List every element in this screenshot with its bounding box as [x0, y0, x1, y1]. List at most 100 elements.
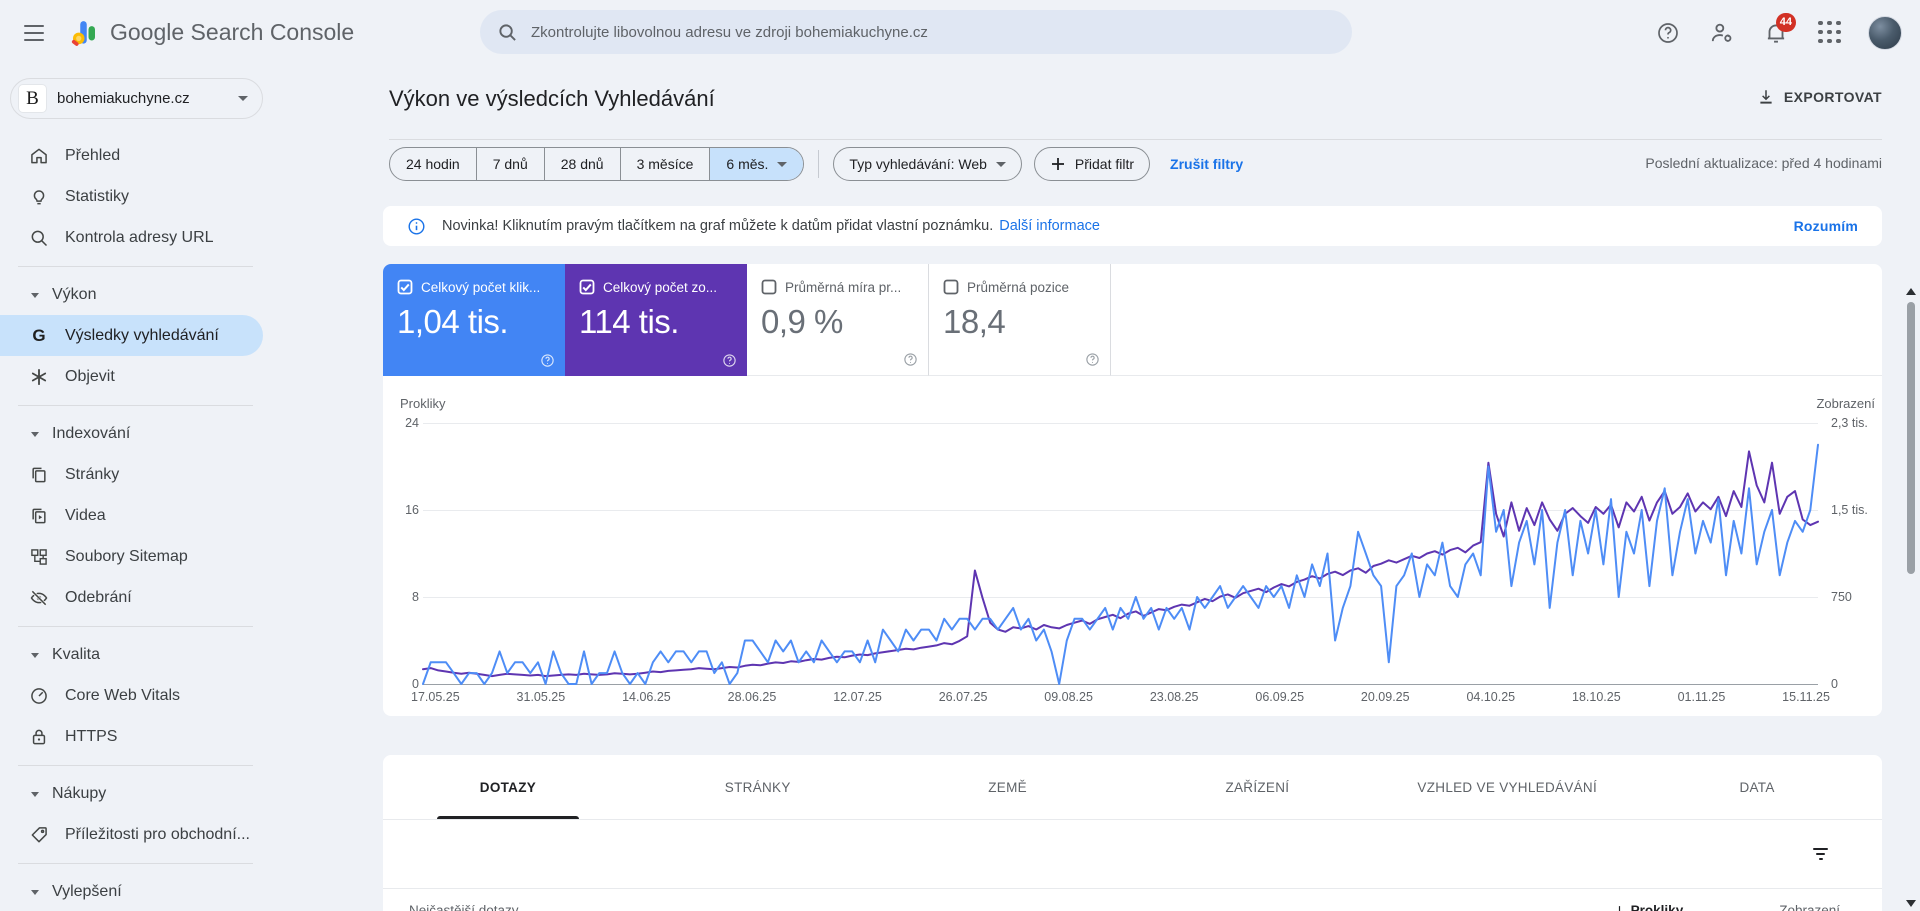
- app-logo[interactable]: Google Search Console: [70, 18, 354, 48]
- sidebar-item-sitemaps[interactable]: Soubory Sitemap: [0, 536, 273, 577]
- tab-countries[interactable]: ZEMĚ: [883, 755, 1133, 819]
- clear-filters-link[interactable]: Zrušit filtry: [1170, 156, 1243, 172]
- app-header: Google Search Console Zkontrolujte libov…: [0, 0, 1920, 65]
- dimension-tabs: DOTAZY STRÁNKY ZEMĚ ZAŘÍZENÍ VZHLED VE V…: [383, 755, 1882, 819]
- filter-bar: 24 hodin 7 dnů 28 dnů 3 měsíce 6 měs. Ty…: [389, 147, 1882, 181]
- url-inspection-search-input[interactable]: Zkontrolujte libovolnou adresu ve zdroji…: [480, 10, 1352, 54]
- metric-card-average-ctr[interactable]: Průměrná míra pr... 0,9 %: [747, 264, 929, 376]
- left-axis-title: Prokliky: [400, 396, 446, 411]
- banner-dismiss-button[interactable]: Rozumím: [1794, 218, 1858, 234]
- sidebar-item-url-inspection[interactable]: Kontrola adresy URL: [0, 217, 273, 258]
- sidebar-section-experience[interactable]: Kvalita: [0, 635, 273, 675]
- lightbulb-icon: [28, 186, 50, 208]
- property-name: bohemiakuchyne.cz: [57, 90, 238, 107]
- last-update-text: Poslední aktualizace: před 4 hodinami: [1645, 155, 1882, 171]
- sidebar-section-shopping[interactable]: Nákupy: [0, 774, 273, 814]
- clicks-column-header[interactable]: Prokliky: [1613, 903, 1684, 911]
- tab-search-appearance[interactable]: VZHLED VE VYHLEDÁVÁNÍ: [1382, 755, 1632, 819]
- sidebar: B bohemiakuchyne.cz Přehled Statistiky K…: [0, 65, 273, 911]
- menu-icon[interactable]: [12, 11, 56, 55]
- metric-value: 0,9 %: [761, 303, 914, 341]
- tab-queries[interactable]: DOTAZY: [383, 755, 633, 819]
- date-range-6m-selected[interactable]: 6 měs.: [709, 148, 803, 180]
- add-filter-button[interactable]: Přidat filtr: [1034, 147, 1150, 181]
- sidebar-section-indexing[interactable]: Indexování: [0, 414, 273, 454]
- checkbox-unchecked-icon[interactable]: [761, 279, 777, 295]
- divider: [389, 139, 1882, 140]
- sidebar-item-discover[interactable]: Objevit: [0, 356, 273, 397]
- asterisk-icon: [28, 366, 50, 388]
- search-type-filter[interactable]: Typ vyhledávání: Web: [833, 147, 1021, 181]
- apps-button[interactable]: [1808, 11, 1852, 55]
- metric-card-total-impressions[interactable]: Celkový počet zo... 114 tis.: [565, 264, 747, 376]
- date-range-7d[interactable]: 7 dnů: [476, 148, 544, 180]
- vertical-scrollbar[interactable]: [1904, 284, 1918, 911]
- impressions-column-header[interactable]: Zobrazení: [1779, 903, 1840, 911]
- tab-devices[interactable]: ZAŘÍZENÍ: [1132, 755, 1382, 819]
- sidebar-item-insights[interactable]: Statistiky: [0, 176, 273, 217]
- scrollbar-thumb[interactable]: [1907, 302, 1915, 574]
- checkbox-unchecked-icon[interactable]: [943, 279, 959, 295]
- sidebar-item-search-results[interactable]: G Výsledky vyhledávání: [0, 315, 263, 356]
- metric-card-total-clicks[interactable]: Celkový počet klik... 1,04 tis.: [383, 264, 565, 376]
- tab-pages[interactable]: STRÁNKY: [633, 755, 883, 819]
- checkbox-checked-icon[interactable]: [397, 279, 413, 295]
- property-favicon: B: [19, 85, 46, 112]
- date-range-3m[interactable]: 3 měsíce: [620, 148, 710, 180]
- help-icon[interactable]: [722, 353, 737, 368]
- sort-desc-icon: [1613, 904, 1626, 911]
- divider: [18, 863, 253, 864]
- scroll-up-icon[interactable]: [1906, 288, 1916, 295]
- metric-card-average-position[interactable]: Průměrná pozice 18,4: [929, 264, 1111, 376]
- metric-value: 114 tis.: [579, 303, 733, 341]
- left-tick: 24: [385, 416, 419, 430]
- search-icon: [28, 227, 50, 249]
- date-range-24h[interactable]: 24 hodin: [390, 148, 476, 180]
- sidebar-section-enhancements[interactable]: Vylepšení: [0, 872, 273, 911]
- app-title: Google Search Console: [110, 19, 354, 46]
- notifications-button[interactable]: 44: [1754, 11, 1798, 55]
- date-range-28d[interactable]: 28 dnů: [544, 148, 620, 180]
- rows-header: Nejčastější dotazy: [409, 903, 1613, 911]
- help-icon[interactable]: [540, 353, 555, 368]
- sidebar-item-videos[interactable]: Videa: [0, 495, 273, 536]
- sidebar-item-merchant-opportunities[interactable]: Příležitosti pro obchodní...: [0, 814, 273, 855]
- export-button[interactable]: EXPORTOVAT: [1757, 88, 1882, 106]
- lock-icon: [28, 726, 50, 748]
- left-tick: 0: [385, 677, 419, 691]
- filter-icon[interactable]: [1807, 842, 1834, 866]
- search-console-logo-icon: [70, 18, 100, 48]
- chevron-down-icon: [777, 162, 787, 167]
- sidebar-section-performance[interactable]: Výkon: [0, 275, 273, 315]
- banner-learn-more-link[interactable]: Další informace: [999, 218, 1100, 234]
- google-g-icon: G: [28, 325, 50, 347]
- section-caret-icon: [31, 890, 39, 895]
- left-tick: 16: [385, 503, 419, 517]
- left-tick: 8: [385, 590, 419, 604]
- section-caret-icon: [31, 432, 39, 437]
- section-caret-icon: [31, 293, 39, 298]
- avatar[interactable]: [1868, 16, 1902, 50]
- sidebar-item-overview[interactable]: Přehled: [0, 135, 273, 176]
- annotation-banner: Novinka! Kliknutím pravým tlačítkem na g…: [383, 206, 1882, 246]
- performance-line-chart[interactable]: [423, 423, 1818, 684]
- sidebar-item-https[interactable]: HTTPS: [0, 716, 273, 757]
- right-axis-title: Zobrazení: [1816, 396, 1875, 411]
- settings-button[interactable]: [1700, 11, 1744, 55]
- help-icon[interactable]: [903, 352, 918, 367]
- user-settings-icon: [1709, 20, 1735, 46]
- performance-chart-card: Celkový počet klik... 1,04 tis. Celkový …: [383, 264, 1882, 716]
- sidebar-item-removals[interactable]: Odebrání: [0, 577, 273, 618]
- sidebar-item-pages[interactable]: Stránky: [0, 454, 273, 495]
- scroll-down-icon[interactable]: [1906, 900, 1916, 907]
- property-selector[interactable]: B bohemiakuchyne.cz: [10, 78, 263, 119]
- sidebar-item-core-web-vitals[interactable]: Core Web Vitals: [0, 675, 273, 716]
- metric-strip-filler: [1111, 264, 1882, 376]
- help-button[interactable]: [1646, 11, 1690, 55]
- tab-dates[interactable]: DATA: [1632, 755, 1882, 819]
- metric-value: 18,4: [943, 303, 1096, 341]
- help-icon[interactable]: [1085, 352, 1100, 367]
- checkbox-checked-icon[interactable]: [579, 279, 595, 295]
- metric-cards: Celkový počet klik... 1,04 tis. Celkový …: [383, 264, 1882, 376]
- download-icon: [1757, 88, 1775, 106]
